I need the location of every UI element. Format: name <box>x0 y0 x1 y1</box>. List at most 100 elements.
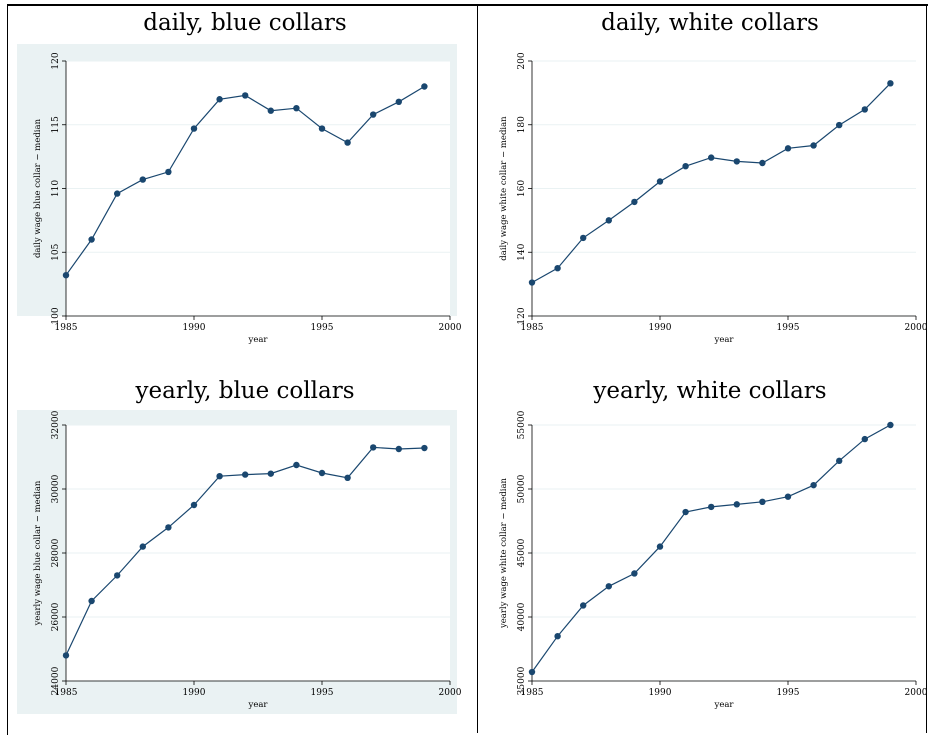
y-tick-label: 35000 <box>517 666 527 695</box>
x-tick-label: 2000 <box>905 688 928 698</box>
data-point <box>528 668 536 676</box>
data-point <box>631 570 638 577</box>
figure-right-border <box>926 4 927 733</box>
data-point <box>190 125 198 132</box>
data-point <box>861 435 868 443</box>
data-point <box>395 445 402 453</box>
panel-divider <box>477 4 478 733</box>
y-tick-label: 24000 <box>51 666 61 695</box>
y-tick-label: 105 <box>51 243 61 260</box>
data-point <box>733 501 740 508</box>
x-tick-label: 1995 <box>777 323 800 333</box>
x-tick-label: 2000 <box>439 688 462 698</box>
data-point <box>318 125 326 132</box>
data-point <box>784 493 792 500</box>
data-point <box>656 178 664 185</box>
y-tick-label: 110 <box>51 180 61 197</box>
data-point <box>267 470 274 477</box>
data-point <box>682 508 689 516</box>
figure-frame <box>7 4 928 735</box>
y-tick-label: 100 <box>51 307 61 324</box>
data-point <box>88 236 95 243</box>
x-tick-label: 1995 <box>311 688 334 698</box>
data-point <box>165 168 172 176</box>
data-point <box>554 264 561 272</box>
y-axis-label: daily wage blue collar − median <box>33 118 43 258</box>
data-point <box>605 217 612 224</box>
x-tick-label: 1985 <box>55 688 78 698</box>
x-tick-label: 2000 <box>905 323 928 333</box>
panel-title: yearly, white collars <box>592 378 826 404</box>
panel-title: daily, blue collars <box>143 10 346 36</box>
y-axis-label: yearly wage white collar − median <box>499 477 509 629</box>
data-point <box>810 142 817 149</box>
x-tick-label: 1990 <box>183 688 206 698</box>
x-tick-label: 1985 <box>521 323 544 333</box>
data-point <box>887 80 894 87</box>
data-point <box>139 176 146 183</box>
data-point <box>421 444 428 452</box>
data-point <box>784 145 792 152</box>
x-tick-label: 1995 <box>311 323 334 333</box>
data-point <box>554 633 561 640</box>
y-tick-label: 30000 <box>51 474 61 503</box>
chart-panel-2: daily, white collars 1985 1990 1995 2000 120 1… <box>499 10 928 345</box>
data-point <box>370 444 377 451</box>
data-point <box>887 421 894 429</box>
x-axis-label: year <box>714 335 735 345</box>
chart-panel-3: yearly, blue collars 1985 1990 1995 2000 2400… <box>17 378 462 714</box>
y-tick-label: 180 <box>517 116 527 133</box>
data-point <box>62 272 70 279</box>
data-point <box>190 501 198 509</box>
data-point <box>759 159 766 167</box>
data-point <box>631 198 638 206</box>
data-point <box>708 503 715 511</box>
data-point <box>318 469 326 477</box>
x-axis-label: year <box>248 700 269 710</box>
data-point <box>139 543 146 550</box>
x-tick-label: 1995 <box>777 688 800 698</box>
data-point <box>216 96 223 103</box>
y-tick-label: 40000 <box>517 602 527 631</box>
data-point <box>682 162 689 170</box>
data-point <box>242 471 249 478</box>
data-point <box>836 457 843 465</box>
data-point <box>216 473 223 480</box>
data-point <box>656 543 664 550</box>
x-axis-label: year <box>248 335 269 345</box>
data-point <box>836 121 843 129</box>
data-point <box>605 583 612 590</box>
y-tick-label: 115 <box>51 116 61 133</box>
panel-title: daily, white collars <box>601 10 819 36</box>
data-point <box>242 92 249 99</box>
data-point <box>810 481 817 489</box>
y-tick-label: 55000 <box>517 410 527 439</box>
data-point <box>344 474 351 481</box>
x-tick-label: 1985 <box>55 323 78 333</box>
data-point <box>293 104 300 112</box>
y-tick-label: 26000 <box>51 602 61 631</box>
data-point <box>293 461 300 469</box>
x-tick-label: 1990 <box>649 323 672 333</box>
data-point <box>580 602 587 609</box>
y-tick-label: 120 <box>517 307 527 324</box>
y-axis-label: yearly wage blue collar − median <box>33 480 43 626</box>
y-tick-label: 28000 <box>51 538 61 567</box>
y-axis-label: daily wage white collar − median <box>499 116 509 261</box>
data-point <box>114 572 121 579</box>
data-point <box>344 139 351 146</box>
data-point <box>395 98 402 106</box>
x-tick-label: 1990 <box>183 323 206 333</box>
data-point <box>165 524 172 531</box>
data-point <box>62 652 70 659</box>
x-tick-label: 2000 <box>439 323 462 333</box>
y-tick-label: 200 <box>517 52 527 69</box>
y-tick-label: 120 <box>51 52 61 69</box>
data-point <box>733 158 740 165</box>
panel-title: yearly, blue collars <box>135 378 355 404</box>
data-point <box>528 279 536 286</box>
y-tick-label: 32000 <box>51 410 61 439</box>
data-point <box>580 234 587 242</box>
data-point <box>759 498 766 505</box>
